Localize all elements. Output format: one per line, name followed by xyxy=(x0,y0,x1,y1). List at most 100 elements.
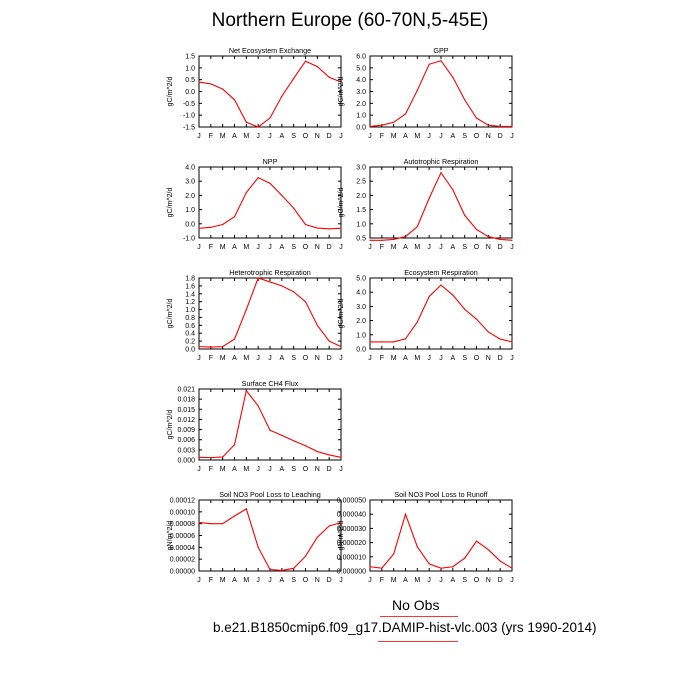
x-tick-label: A xyxy=(450,244,455,251)
data-point xyxy=(222,456,224,458)
x-tick-label: O xyxy=(303,577,309,584)
y-tick-label: 0.00006 xyxy=(170,533,195,540)
x-tick-label: A xyxy=(279,244,284,251)
data-point xyxy=(340,227,342,229)
data-point xyxy=(475,228,478,231)
x-tick-label: M xyxy=(414,133,420,140)
y-tick-label: 2.5 xyxy=(356,179,366,186)
data-point xyxy=(452,566,454,568)
y-tick-label: 0.0 xyxy=(185,347,195,354)
x-tick-label: N xyxy=(486,355,491,362)
x-tick-label: A xyxy=(403,577,408,584)
x-tick-label: J xyxy=(368,133,372,140)
data-point xyxy=(269,568,271,571)
x-tick-label: J xyxy=(256,133,260,140)
y-tick-label: 0.000040 xyxy=(337,512,366,519)
x-tick-label: J xyxy=(427,577,431,584)
x-tick-label: M xyxy=(391,133,397,140)
x-tick-label: F xyxy=(209,133,213,140)
data-point xyxy=(511,341,513,343)
chart-title: GPP xyxy=(433,46,448,55)
y-tick-label: -1.0 xyxy=(183,236,195,243)
x-tick-label: M xyxy=(243,577,249,584)
data-point xyxy=(281,569,283,572)
x-tick-label: N xyxy=(315,244,320,251)
data-point xyxy=(328,525,330,527)
data-point xyxy=(393,238,395,241)
x-tick-label: D xyxy=(498,355,503,362)
x-tick-label: F xyxy=(209,355,213,362)
x-tick-label: N xyxy=(315,466,320,473)
x-tick-label: M xyxy=(391,355,397,362)
x-tick-label: A xyxy=(232,244,237,251)
y-tick-label: 0.00010 xyxy=(170,509,195,516)
x-tick-label: N xyxy=(315,355,320,362)
data-point xyxy=(233,444,236,446)
plot-frame xyxy=(198,277,342,350)
data-point xyxy=(210,457,212,459)
data-point xyxy=(340,81,342,83)
x-tick-label: N xyxy=(486,244,491,251)
x-tick-label: J xyxy=(339,355,343,362)
data-point xyxy=(381,341,383,343)
data-point xyxy=(340,456,342,458)
y-axis-label: gC/m^2/d xyxy=(338,299,345,329)
x-tick-label: O xyxy=(303,466,309,473)
x-tick-label: A xyxy=(403,133,408,140)
x-tick-label: F xyxy=(380,577,384,584)
data-point xyxy=(210,523,212,525)
x-tick-label: J xyxy=(339,466,343,473)
plot-frame xyxy=(369,166,513,239)
data-point xyxy=(257,126,259,128)
x-tick-label: M xyxy=(220,577,226,584)
data-point xyxy=(416,321,418,323)
x-tick-label: A xyxy=(279,466,284,473)
data-point xyxy=(328,228,330,230)
y-tick-label: 4.0 xyxy=(356,77,366,84)
x-tick-label: F xyxy=(380,355,384,362)
series-line xyxy=(370,171,513,241)
y-tick-label: 0.00012 xyxy=(170,498,195,505)
x-tick-label: J xyxy=(439,355,443,362)
data-point xyxy=(257,277,259,279)
x-tick-label: M xyxy=(243,466,249,473)
series-line xyxy=(370,284,513,343)
data-point xyxy=(269,117,271,119)
y-tick-label: 1.5 xyxy=(356,207,366,214)
data-point xyxy=(511,567,513,569)
data-point xyxy=(245,508,247,510)
data-point xyxy=(404,513,407,515)
data-point xyxy=(416,546,418,548)
x-tick-label: J xyxy=(339,577,343,584)
y-tick-label: 0.0 xyxy=(356,125,366,132)
x-tick-label: D xyxy=(327,355,332,362)
x-tick-label: O xyxy=(474,244,480,251)
data-point xyxy=(293,77,295,80)
x-tick-label: J xyxy=(439,133,443,140)
data-point xyxy=(487,331,489,333)
data-point xyxy=(257,405,259,407)
plot-frame xyxy=(198,388,342,461)
data-point xyxy=(293,207,295,209)
y-tick-label: 1.2 xyxy=(185,299,195,306)
plot-frame xyxy=(369,277,513,350)
data-point xyxy=(328,340,330,342)
data-point xyxy=(269,182,271,184)
data-point xyxy=(233,338,236,340)
x-tick-label: J xyxy=(427,355,431,362)
y-tick-label: 0.009 xyxy=(177,427,195,434)
x-tick-label: J xyxy=(510,244,514,251)
data-point xyxy=(416,226,418,228)
y-tick-label: 1.0 xyxy=(356,113,366,120)
y-axis-label: gC/m^2/d xyxy=(167,299,174,329)
y-tick-label: 0.00004 xyxy=(170,545,195,552)
y-tick-label: 1.0 xyxy=(185,207,195,214)
x-tick-label: F xyxy=(380,133,384,140)
chart-title: Net Ecosystem Exchange xyxy=(229,46,311,55)
x-tick-label: O xyxy=(303,244,309,251)
y-tick-label: 0.00002 xyxy=(170,557,195,564)
y-tick-label: 1.6 xyxy=(185,283,195,290)
x-tick-label: J xyxy=(197,466,201,473)
x-tick-label: D xyxy=(327,466,332,473)
x-tick-label: J xyxy=(256,466,260,473)
